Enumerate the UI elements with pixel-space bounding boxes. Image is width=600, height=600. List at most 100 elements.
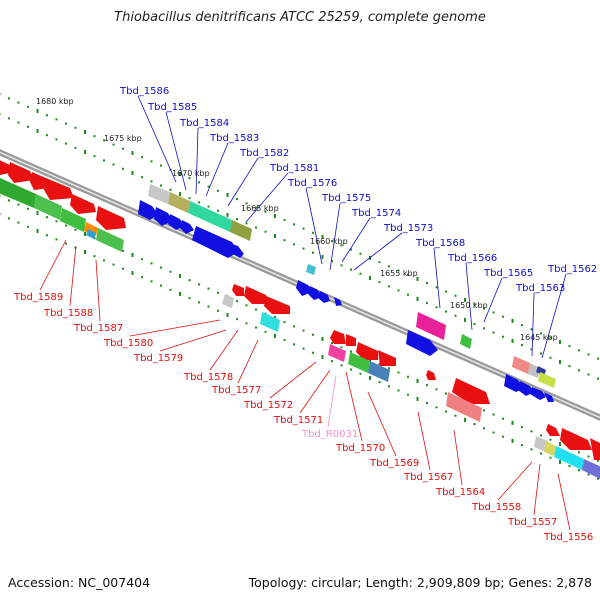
tick-dot <box>483 427 485 430</box>
gene-group-1665 <box>138 184 252 258</box>
accession-text: Accession: NC_007404 <box>8 575 151 590</box>
gene-label[interactable]: Tbd_1585 <box>147 102 197 113</box>
gene-label[interactable]: Tbd_R0031 <box>301 429 358 440</box>
tick-dot <box>369 275 371 280</box>
map-title: Thiobacillus denitrificans ATCC 25259, c… <box>114 10 486 25</box>
tick-dot <box>188 177 191 180</box>
tick-dot <box>84 249 86 254</box>
gene-label[interactable]: Tbd_1574 <box>351 208 401 219</box>
kbp-tick-labels: 1680 kbp 1675 kbp 1670 kbp 1665 kbp 1660 kbp… <box>36 97 558 342</box>
tick-dot <box>27 125 29 128</box>
leader-line <box>129 319 221 337</box>
tick-dot <box>587 373 590 376</box>
leader-line <box>205 142 229 197</box>
gene-label[interactable]: Tbd_1580 <box>103 338 153 349</box>
tick-dot <box>445 410 447 413</box>
tick-dot <box>84 149 86 154</box>
tick-dot <box>198 201 200 204</box>
tick-dot <box>36 228 39 233</box>
tick-dot <box>416 296 419 301</box>
tick-dot <box>27 105 29 108</box>
tick-dot <box>312 251 314 254</box>
tick-dot <box>179 171 181 176</box>
gene-label[interactable]: Tbd_1582 <box>239 148 289 159</box>
tick-dot <box>464 297 466 302</box>
gene-label[interactable]: Tbd_1581 <box>269 163 319 174</box>
tick-dot <box>388 385 390 388</box>
gene-label[interactable]: Tbd_1586 <box>119 86 169 97</box>
gene-label[interactable]: Tbd_1578 <box>183 372 233 383</box>
leader-line <box>269 361 317 399</box>
gene-group-1570 <box>328 330 396 382</box>
gene-label[interactable]: Tbd_1583 <box>209 133 259 144</box>
gene-label[interactable]: Tbd_1558 <box>471 502 521 513</box>
gene-label[interactable]: Tbd_1569 <box>369 458 419 469</box>
tick-dot <box>568 345 571 348</box>
gene-group-1578 <box>222 284 290 332</box>
tick-dot <box>27 225 29 228</box>
gene-label[interactable]: Tbd_1579 <box>133 353 183 364</box>
tick-dot <box>492 331 495 334</box>
tick-dot <box>160 284 162 287</box>
leader-line <box>95 259 101 322</box>
gene-label[interactable]: Tbd_1563 <box>515 283 565 294</box>
leader-line <box>195 127 199 195</box>
tick-dot <box>559 441 561 446</box>
tick-dot <box>122 267 124 270</box>
gene-label[interactable]: Tbd_1584 <box>179 118 229 129</box>
gene-label[interactable]: Tbd_1572 <box>243 400 293 411</box>
gene-label[interactable]: Tbd_1576 <box>287 178 337 189</box>
leader-line <box>137 95 177 183</box>
gene-label[interactable]: Tbd_1564 <box>435 487 485 498</box>
tick-dot <box>597 459 599 462</box>
tick-dot <box>236 300 238 303</box>
gene-label[interactable]: Tbd_1567 <box>403 472 453 483</box>
gene-label[interactable]: Tbd_1562 <box>547 264 597 275</box>
tick-dot <box>17 121 20 124</box>
tick-dot <box>549 456 552 459</box>
tick-dot <box>397 371 400 374</box>
gene-label[interactable]: Tbd_1577 <box>211 385 261 396</box>
gene-group-left <box>0 160 126 252</box>
tick-dot <box>454 414 457 417</box>
tick-dot <box>340 264 343 267</box>
tick-dot <box>293 325 295 328</box>
tick-dot <box>312 333 314 336</box>
gene-label[interactable]: Tbd_1573 <box>383 223 433 234</box>
gene-label[interactable]: Tbd_1556 <box>543 532 593 543</box>
tick-dot <box>597 377 599 380</box>
gene-group-1645 <box>504 356 556 402</box>
tick-dot <box>293 243 295 246</box>
tick-dot <box>540 434 542 437</box>
tick-dot <box>587 473 590 476</box>
leader-line <box>353 232 403 271</box>
tick-dot <box>17 101 20 104</box>
kbp-tick-label: 1670 kbp <box>172 169 210 178</box>
gene-label[interactable]: Tbd_1588 <box>43 308 93 319</box>
tick-dot <box>435 286 438 289</box>
tick-dot <box>435 306 438 309</box>
tick-dot <box>473 423 476 426</box>
gene-label[interactable]: Tbd_1568 <box>415 238 465 249</box>
tick-dot <box>331 240 333 243</box>
tick-dot <box>378 281 381 284</box>
tick-dot <box>150 160 153 163</box>
gene-label[interactable]: Tbd_1589 <box>13 292 63 303</box>
gene-label[interactable]: Tbd_1571 <box>273 415 323 426</box>
tick-dot <box>255 206 257 209</box>
tick-dot <box>274 333 276 338</box>
gene-label[interactable]: Tbd_1565 <box>483 268 533 279</box>
gene-label[interactable]: Tbd_1566 <box>447 253 497 264</box>
gene-label[interactable]: Tbd_1570 <box>335 443 385 454</box>
gene-label[interactable]: Tbd_1587 <box>73 323 123 334</box>
tick-dot <box>226 192 229 197</box>
tick-dot <box>540 352 542 355</box>
gene-label[interactable]: Tbd_1557 <box>507 517 557 528</box>
tick-dot <box>36 210 39 215</box>
gene-group-1660 <box>296 264 342 306</box>
tick-dot <box>179 273 181 278</box>
gene-label[interactable]: Tbd_1575 <box>321 193 371 204</box>
tick-dot <box>359 372 362 375</box>
leader-line <box>39 239 67 291</box>
